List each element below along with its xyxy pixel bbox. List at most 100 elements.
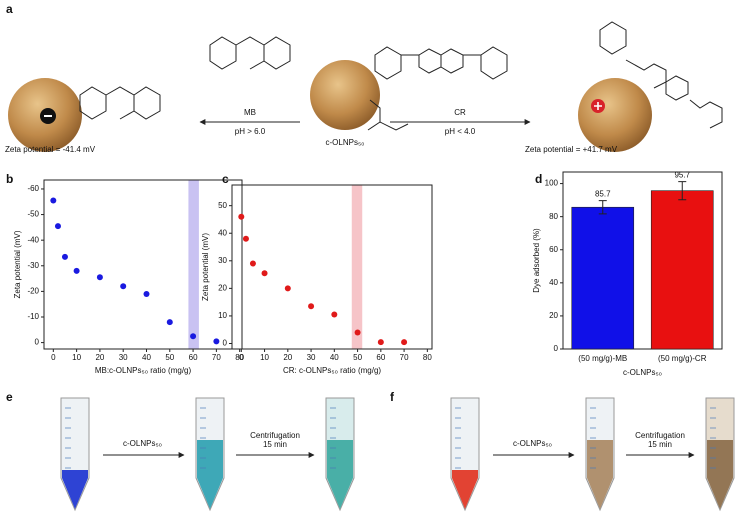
plot-frame [562, 171, 723, 350]
y-tick-label: -60 [27, 184, 39, 193]
x-tick-label: 0 [239, 353, 244, 362]
x-tick-label: 60 [376, 353, 385, 362]
x-tick-label: 80 [423, 353, 432, 362]
x-tick-label: 20 [95, 353, 104, 362]
error-bar [678, 181, 687, 201]
point [120, 283, 127, 290]
liquid [62, 470, 88, 509]
x-tick-label: 30 [307, 353, 316, 362]
y-axis-title: Zeta potential (mV) [13, 230, 22, 298]
additive-label: c-OLNPs₅₀ [513, 439, 552, 448]
x-axis-title: c-OLNPs₅₀ [623, 368, 662, 377]
x-tick-label: (50 mg/g)-MB [578, 354, 627, 363]
point [284, 285, 291, 292]
x-tick-label: 60 [189, 353, 198, 362]
x-tick-label: 80 [235, 353, 244, 362]
point [73, 267, 80, 274]
point [190, 333, 197, 340]
plot-frame [43, 179, 243, 350]
cr-structure [599, 21, 723, 129]
x-tick-label: 70 [400, 353, 409, 362]
point [96, 274, 103, 281]
y-tick-label: 30 [218, 256, 227, 265]
point [213, 338, 220, 345]
y-tick-label: 0 [223, 339, 228, 348]
particle [310, 60, 380, 130]
point [249, 260, 256, 267]
duration-label: 15 min [648, 440, 672, 449]
point [54, 223, 61, 230]
panel-label: c [222, 172, 229, 186]
y-tick-label: 80 [549, 212, 558, 221]
x-tick-label: 40 [330, 353, 339, 362]
cr-structure [374, 46, 508, 80]
x-tick-label: 50 [165, 353, 174, 362]
point [166, 319, 173, 326]
y-tick-label: -30 [27, 261, 39, 270]
plot-frame [231, 184, 433, 350]
zeta-label: Zeta potential = +41.7 mV [525, 145, 618, 154]
reagent: CR [454, 108, 466, 117]
y-tick-label: 20 [218, 283, 227, 292]
panel-label: b [6, 172, 13, 186]
x-axis-title: CR: c-OLNPs₅₀ ratio (mg/g) [283, 366, 381, 375]
x-tick-label: 40 [142, 353, 151, 362]
point [50, 197, 57, 204]
value-label: 95.7 [674, 171, 690, 180]
lignin-structure [367, 99, 409, 131]
material-label: c-OLNPs₅₀ [326, 138, 365, 147]
x-tick-label: 30 [119, 353, 128, 362]
x-tick-label: 10 [72, 353, 81, 362]
point [354, 329, 361, 336]
y-tick-label: 60 [549, 245, 558, 254]
bar [650, 190, 714, 350]
point [331, 311, 338, 318]
point [238, 213, 245, 220]
point [261, 270, 268, 277]
y-tick-label: 0 [554, 344, 559, 353]
y-tick-label: 40 [549, 278, 558, 287]
x-axis-title: MB:c-OLNPs₅₀ ratio (mg/g) [95, 366, 192, 375]
y-tick-label: 100 [545, 179, 559, 188]
panel-label: f [390, 390, 395, 404]
charts: b 0 10 20 30 40 50 60 70 80 -60 -50 -40 -30 -20 -10 0 MB:… [6, 171, 723, 377]
y-axis-title: Zeta potential (mV) [201, 233, 210, 301]
point [308, 303, 315, 310]
panel-label: d [535, 172, 542, 186]
y-tick-label: -10 [27, 312, 39, 321]
zeta-label: Zeta potential = -41.4 mV [5, 145, 96, 154]
particle [578, 78, 652, 152]
value-label: 85.7 [595, 190, 611, 199]
liquid [707, 440, 733, 509]
bar [571, 206, 635, 350]
liquid [197, 440, 223, 509]
point [242, 235, 249, 242]
mb-structure [79, 86, 161, 120]
condition: pH < 4.0 [445, 127, 476, 136]
mb-structure [209, 36, 291, 70]
liquid [587, 440, 613, 509]
step-label: Centrifugation [635, 431, 685, 440]
point [143, 290, 150, 297]
y-tick-label: 20 [549, 311, 558, 320]
minus [44, 115, 52, 117]
duration-label: 15 min [263, 440, 287, 449]
point [377, 339, 384, 346]
liquid [327, 440, 353, 509]
step-label: Centrifugation [250, 431, 300, 440]
highlight-band [351, 185, 363, 349]
x-tick-label: 20 [283, 353, 292, 362]
x-tick-label: 50 [353, 353, 362, 362]
y-tick-label: 50 [218, 201, 227, 210]
condition: pH > 6.0 [235, 127, 266, 136]
point [61, 253, 68, 260]
point [401, 339, 408, 346]
panel-label: e [6, 390, 13, 404]
plus [594, 102, 602, 110]
x-tick-label: 10 [260, 353, 269, 362]
y-axis-title: Dye adsorbed (%) [532, 228, 541, 293]
x-tick-label: 0 [51, 353, 56, 362]
highlight-band [188, 180, 199, 349]
